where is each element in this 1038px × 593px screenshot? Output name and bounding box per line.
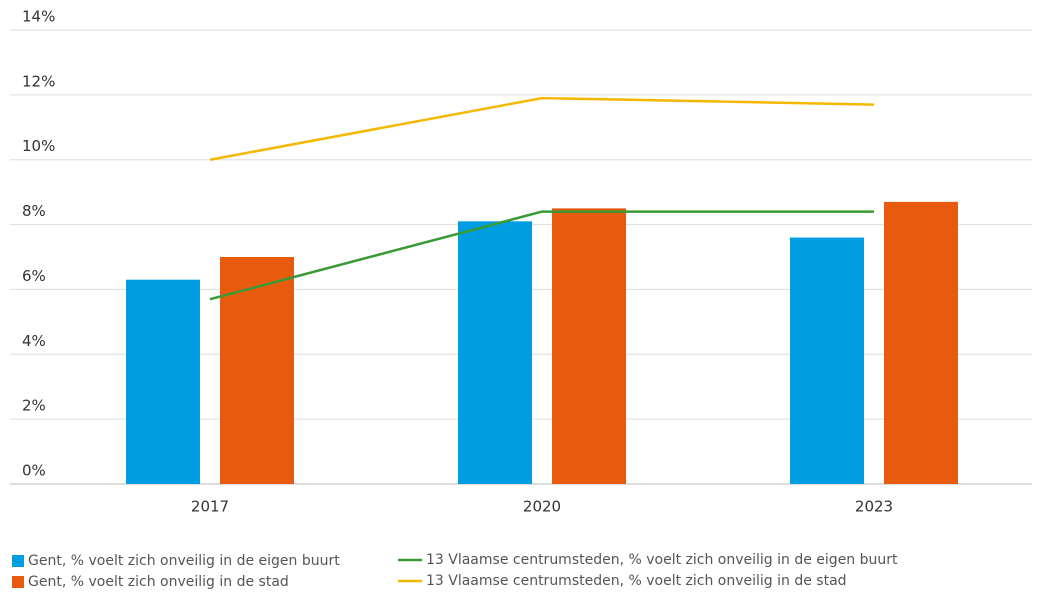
line	[209, 210, 874, 301]
bar	[126, 279, 200, 484]
legend-swatch	[12, 576, 24, 588]
x-tick-label: 2017	[191, 498, 229, 516]
bar	[458, 221, 532, 485]
y-tick-label: 8%	[22, 202, 46, 220]
y-tick-label: 14%	[22, 8, 55, 26]
legend-label: 13 Vlaamse centrumsteden, % voelt zich o…	[426, 552, 898, 568]
legend-swatch	[12, 555, 24, 567]
bar	[552, 208, 626, 484]
legend-label: Gent, % voelt zich onveilig in de stad	[28, 574, 289, 590]
y-tick-label: 10%	[22, 137, 55, 155]
x-tick-label: 2023	[855, 498, 893, 516]
bar	[884, 201, 958, 484]
line	[209, 96, 875, 161]
y-tick-label: 12%	[22, 72, 55, 90]
y-tick-label: 0%	[22, 462, 46, 480]
y-tick-label: 6%	[22, 267, 46, 285]
legend-label: Gent, % voelt zich onveilig in de eigen …	[28, 553, 340, 569]
y-tick-label: 2%	[22, 397, 46, 415]
y-tick-label: 4%	[22, 332, 46, 350]
bar	[790, 237, 864, 484]
legend-label: 13 Vlaamse centrumsteden, % voelt zich o…	[426, 573, 847, 589]
bar	[220, 257, 294, 484]
x-tick-label: 2020	[523, 498, 561, 516]
